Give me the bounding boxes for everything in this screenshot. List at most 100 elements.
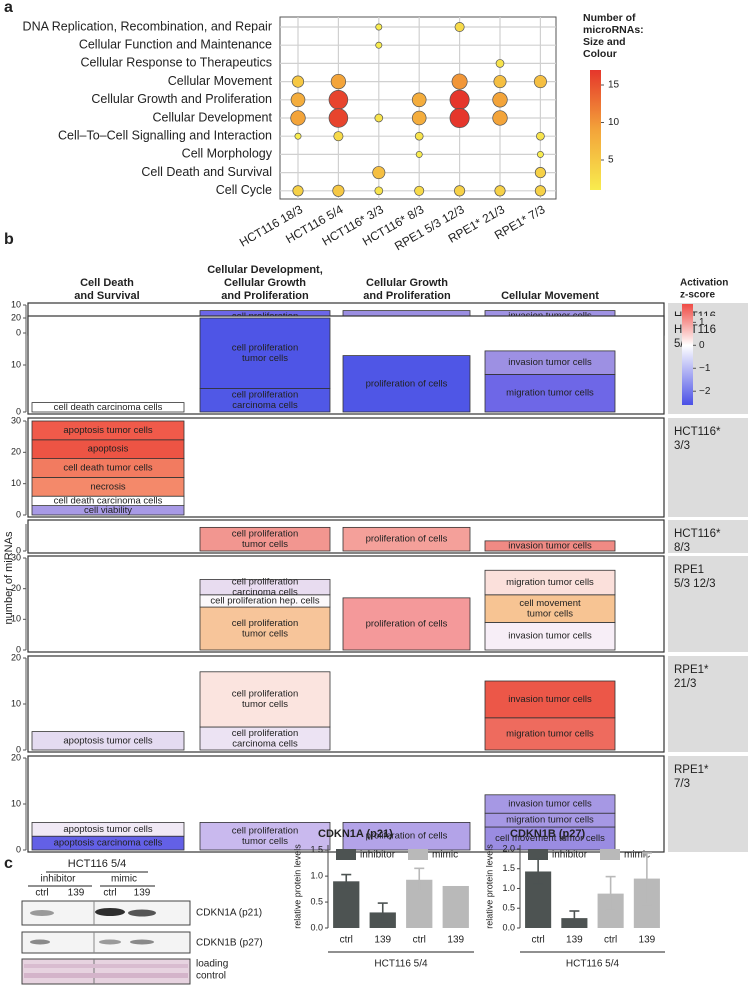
lane-label: 139 [134,888,151,899]
row-label-box [668,756,748,852]
block-label: cell death tumor cells [63,463,152,474]
bubble [414,131,424,141]
x-tick-label: 139 [566,935,583,946]
bubble [533,75,547,89]
block-label: invasion tumor cells [508,357,592,368]
block-label: cell movement [519,598,581,609]
row-label: 3/3 [674,440,690,452]
block-label: apoptosis tumor cells [63,824,152,835]
block [484,622,616,651]
plot-background [279,16,557,200]
block-label: cell proliferation [232,390,299,401]
band [30,910,54,916]
column-header: and Proliferation [363,290,451,302]
block-label: invasion tumor cells [508,540,592,551]
legend-swatch [600,849,620,860]
bubble [454,22,465,32]
block [342,526,471,552]
y-tick-label: Cell–To–Cell Signalling and Interaction [58,128,272,142]
block [484,794,616,814]
block-label: apoptosis carcinoma cells [54,838,163,849]
y-tick-label: 10 [11,478,21,488]
block-label: invasion tumor cells [508,694,592,705]
colorbar-tick-label: 15 [608,80,620,91]
y-tick-label: DNA Replication, Recombination, and Repa… [23,19,272,33]
y-tick-label: 10 [11,299,21,309]
bubble [290,110,306,126]
block [484,680,616,719]
block-label: cell proliferation [232,528,299,539]
chart-title: CDKN1B (p27) [510,828,586,840]
block [484,717,616,751]
colorbar [590,70,601,190]
block-label: tumor cells [242,353,288,364]
colorbar-title: z-score [680,290,715,301]
bubble [415,150,423,158]
y-tick-label: 0 [16,327,21,337]
block [484,569,616,596]
band [128,909,156,917]
loading-band [24,964,188,968]
block [31,402,185,413]
column-header: Cell Death [80,277,134,289]
y-tick-label: 30 [11,552,21,562]
x-tick-label: 139 [447,935,464,946]
y-tick-label: 20 [11,312,21,322]
colorbar-title: Activation [680,278,728,289]
panel-label: c [4,855,13,872]
legend-title: Number of [583,12,636,24]
block-label: proliferation of cells [366,534,448,545]
block-label: apoptosis tumor cells [63,735,152,746]
legend-swatch [408,849,428,860]
block-label: tumor cells [242,539,288,550]
bubble [534,185,546,197]
block [342,597,471,651]
y-tick-label: Cell Death and Survival [141,165,272,179]
error-bar [414,867,425,892]
block-label: cell proliferation [232,825,299,836]
block [199,579,331,596]
row-label: HCT116* [674,426,721,438]
colorbar-tick-label: 10 [608,117,620,128]
block [199,822,331,851]
x-tick-label: 139 [374,935,391,946]
bubble [411,110,427,126]
block-label: cell proliferation hep. cells [210,595,320,606]
x-tick-label: ctrl [604,935,617,946]
loading-label: control [196,971,226,982]
band [95,908,125,916]
blot-group: inhibitor [40,874,76,885]
bubble [449,89,470,110]
bar [442,885,469,928]
block-label: apoptosis [88,444,129,455]
block-label: necrosis [90,481,126,492]
y-tick-label: 0 [16,744,21,754]
error-bar [569,910,580,927]
block-label: cell proliferation [232,689,299,700]
bubble [493,75,507,89]
block-label: tumor cells [242,628,288,639]
colorbar-tick-label: −2 [699,386,711,397]
column-header: and Survival [74,290,139,302]
block-label: proliferation of cells [366,831,448,842]
block-label: tumor cells [527,608,573,619]
y-tick-label: 0 [16,509,21,519]
lane-label: 139 [68,888,85,899]
bar [333,881,360,928]
y-tick-label: 1.0 [502,883,515,893]
block [199,671,331,728]
bubble [534,167,546,179]
bubble [328,90,349,110]
colorbar-tick-label: 1 [699,317,705,328]
row-label: RPE1* [674,764,709,776]
band-label: CDKN1A (p21) [196,908,262,919]
block-label: invasion tumor cells [508,631,592,642]
legend-swatch [336,849,356,860]
block-label: proliferation of cells [366,618,448,629]
band [130,939,154,945]
y-tick-label: Cell Morphology [182,147,273,161]
error-bar [605,875,616,912]
block-label: apoptosis tumor cells [63,425,152,436]
legend-title: microRNAs: [583,24,644,36]
